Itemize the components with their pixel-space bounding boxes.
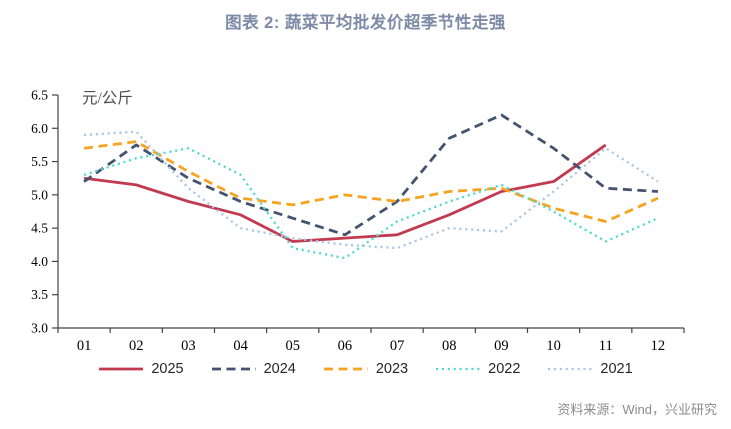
y-axis-tick-label: 3.0 [31,321,48,336]
series-line-2021 [84,130,659,250]
legend-swatch-2025 [99,367,144,371]
y-axis-tick-label: 5.0 [31,187,48,202]
legend-item-2021: 2021 [547,361,633,377]
x-axis-tick-label: 07 [390,338,405,354]
x-axis-tick-label: 02 [129,338,144,354]
series-line-2023 [83,140,659,223]
y-axis-tick-label: 6.0 [31,121,48,136]
x-axis-tick-label: 03 [181,338,196,354]
series-line-2022 [83,147,659,260]
y-axis-tick-label: 5.5 [31,154,48,169]
x-axis-tick-label: 10 [546,338,561,354]
legend-swatch-2024 [211,367,256,371]
x-axis-tick-label: 01 [77,338,92,354]
x-axis-tick-label: 08 [442,338,457,354]
legend-label-2022: 2022 [488,361,521,377]
legend-item-2025: 2025 [98,361,184,377]
chart-legend: 2025 2024 2023 2022 2021 [0,361,731,377]
chart-title: 图表 2: 蔬菜平均批发价超季节性走强 [225,14,506,32]
legend-label-2021: 2021 [600,361,633,377]
legend-swatch-2022 [436,367,481,371]
y-axis-tick-label: 4.5 [31,221,48,236]
legend-item-2023: 2023 [323,361,408,377]
source-note: 资料来源：Wind，兴业研究 [557,402,717,417]
x-axis-tick-label: 05 [286,338,301,354]
legend-swatch-2021 [548,367,593,371]
x-axis-tick-label: 04 [233,338,248,354]
legend-label-2024: 2024 [263,361,296,377]
x-axis-tick-label: 09 [494,338,509,354]
series-line-2024 [83,113,659,237]
y-axis-unit-label: 元/公斤 [82,89,133,107]
legend-item-2024: 2024 [211,361,296,377]
legend-item-2022: 2022 [435,361,520,377]
x-axis-tick-label: 11 [599,338,613,354]
series-line-2025 [83,143,607,243]
legend-label-2025: 2025 [151,361,184,377]
x-axis-tick-label: 12 [651,338,666,354]
y-axis-tick-label: 4.0 [31,254,48,269]
x-axis-tick-label: 06 [338,338,353,354]
y-axis-tick-label: 6.5 [31,88,48,103]
legend-label-2023: 2023 [375,361,409,377]
legend-swatch-2023 [323,367,368,371]
y-axis-tick-label: 3.5 [31,287,48,302]
